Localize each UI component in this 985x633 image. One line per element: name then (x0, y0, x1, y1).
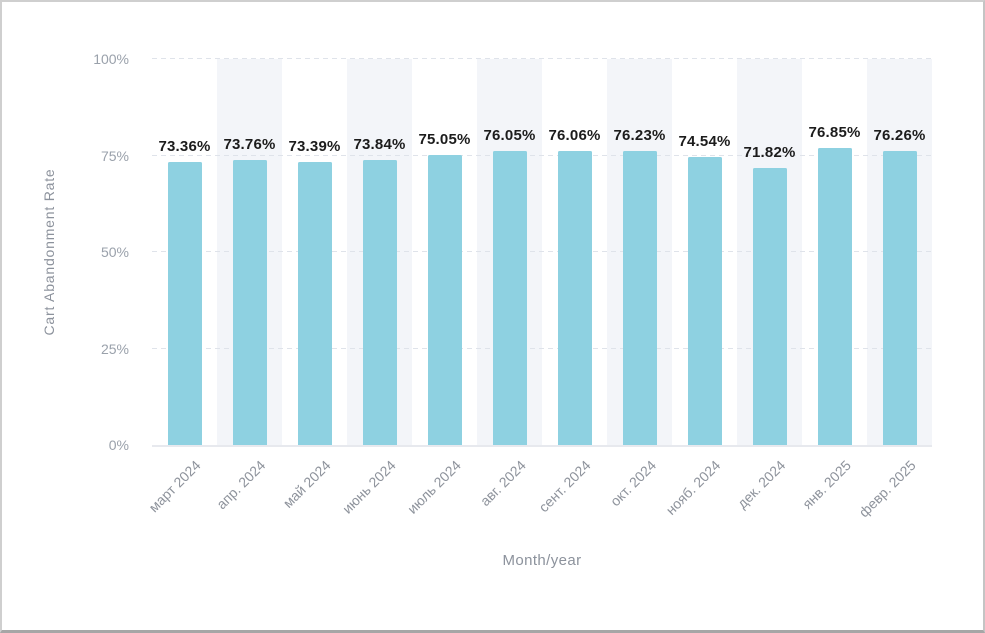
x-axis-title: Month/year (502, 552, 582, 569)
gridline (152, 58, 932, 59)
gridline (152, 347, 932, 349)
chart-bar[interactable] (557, 151, 592, 445)
chart-bar[interactable] (492, 151, 527, 445)
chart-column: 73.39% (282, 59, 347, 445)
grid-layer (152, 58, 932, 445)
chart-column: 76.06% (542, 59, 607, 445)
x-axis-tick-label: февр. 2025 (855, 457, 919, 521)
chart-bar[interactable] (622, 150, 657, 445)
bar-value-label: 73.84% (353, 135, 406, 153)
bar-value-label: 76.06% (548, 127, 601, 145)
chart-bar[interactable] (167, 161, 202, 445)
y-axis-tick-label: 0% (108, 437, 129, 453)
x-axis-tick-label: апр. 2024 (213, 457, 269, 513)
x-axis-tick-label: июль 2024 (404, 457, 464, 517)
chart-column: 73.76% (217, 59, 282, 445)
x-axis-tick-label: июнь 2024 (339, 457, 399, 517)
chart-bar[interactable] (362, 159, 397, 445)
chart-column: 75.05% (412, 59, 477, 445)
x-axis-tick-label: окт. 2024 (606, 457, 659, 510)
y-axis-tick-label: 25% (100, 340, 129, 357)
chart-column: 74.54% (672, 59, 737, 445)
chart-column: 71.82% (737, 59, 802, 445)
x-axis-tick-label: нояб. 2024 (662, 457, 724, 518)
x-axis-line (152, 445, 932, 447)
x-axis-tick-label: дек. 2024 (734, 457, 789, 512)
gridline (152, 154, 932, 156)
chart-column: 76.85% (802, 59, 867, 445)
x-axis-tick-label: май 2024 (279, 457, 334, 511)
bar-value-label: 76.26% (873, 126, 926, 144)
y-axis-tick-label: 50% (100, 244, 129, 260)
y-axis-tick-label: 75% (100, 147, 129, 164)
bar-value-label: 76.23% (613, 126, 666, 144)
bar-value-label: 73.76% (223, 136, 276, 154)
y-axis-title: Cart Abandonment Rate (41, 168, 57, 336)
x-axis-tick-label: авг. 2024 (476, 457, 529, 510)
x-axis-tick-label: янв. 2025 (798, 457, 854, 512)
chart-bar[interactable] (232, 160, 267, 445)
chart-column: 73.84% (347, 59, 412, 445)
bars-layer: 73.36% 73.76% 73.39% 73.84% 75.05% 76.05% 76.0… (152, 59, 932, 445)
x-axis-tick-label: март 2024 (145, 457, 204, 516)
chart-bar[interactable] (297, 161, 332, 445)
chart-bar[interactable] (687, 157, 722, 445)
bar-value-label: 74.54% (678, 133, 731, 151)
bar-value-label: 76.05% (483, 127, 536, 145)
chart-bar[interactable] (882, 150, 917, 445)
bar-value-label: 73.36% (158, 137, 211, 155)
bar-value-label: 75.05% (418, 131, 471, 149)
chart-column: 76.23% (607, 59, 672, 445)
chart-column: 73.36% (152, 59, 217, 445)
bar-value-label: 73.39% (288, 137, 341, 155)
x-axis-labels: март 2024 апр. 2024 май 2024 июнь 2024 июль … (146, 457, 932, 547)
chart-bar[interactable] (752, 167, 787, 445)
bar-value-label: 76.85% (808, 124, 861, 142)
y-axis-tick-label: 100% (93, 51, 129, 67)
chart-bar[interactable] (427, 155, 462, 445)
x-axis-tick-label: сент. 2024 (535, 457, 594, 516)
chart-column: 76.26% (867, 59, 932, 445)
plot-area: 73.36% 73.76% 73.39% 73.84% 75.05% 76.05% 76.0… (93, 51, 932, 453)
gridline (152, 251, 932, 252)
chart-bar[interactable] (817, 148, 852, 445)
chart-column: 76.05% (477, 59, 542, 445)
bar-value-label: 71.82% (743, 143, 796, 161)
